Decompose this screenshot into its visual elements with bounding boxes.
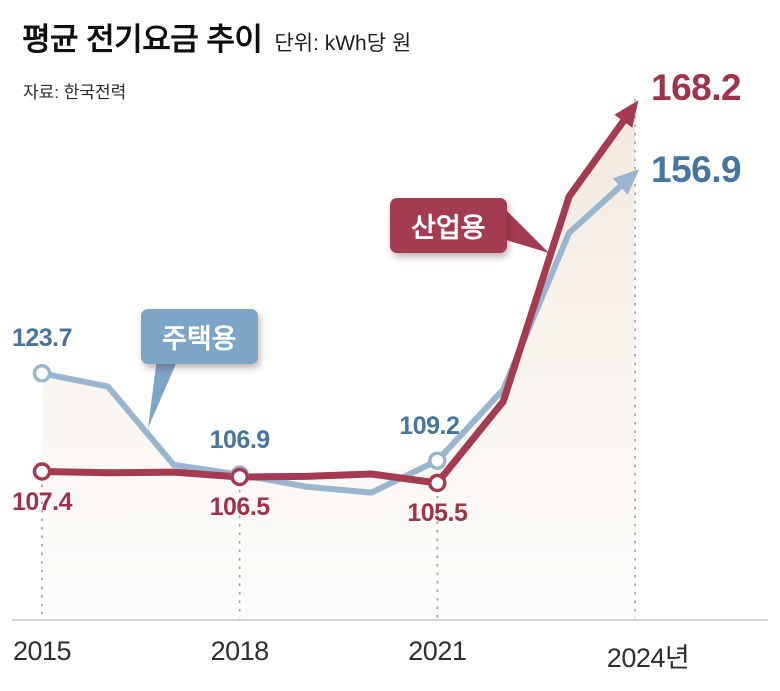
- unit-label: 단위: kWh당 원: [274, 32, 412, 55]
- marker-residential-2021: [428, 451, 447, 470]
- area-fill: [42, 105, 635, 620]
- marker-industrial-2018: [230, 467, 249, 487]
- header: 평균 전기요금 추이 단위: kWh당 원: [22, 14, 411, 59]
- source-label: 자료: 한국전력: [23, 83, 127, 102]
- marker-residential-2015: [32, 364, 52, 383]
- series-line-residential: [39, 179, 628, 496]
- chart-title: 평균 전기요금 추이: [22, 22, 263, 57]
- arrow-head-industrial: [614, 100, 639, 128]
- marker-industrial-2015: [32, 462, 52, 481]
- callout-industrial-tail: [506, 210, 549, 253]
- callout-residential-tail: [148, 350, 182, 428]
- callout-residential: 주택용: [141, 309, 258, 364]
- callout-industrial-label: 산업용: [411, 213, 486, 243]
- callout-residential-label: 주택용: [162, 324, 237, 354]
- arrow-head-residential: [612, 169, 640, 195]
- series-line-industrial: [38, 112, 631, 487]
- callout-industrial: 산업용: [390, 198, 507, 253]
- marker-industrial-2021: [428, 473, 447, 493]
